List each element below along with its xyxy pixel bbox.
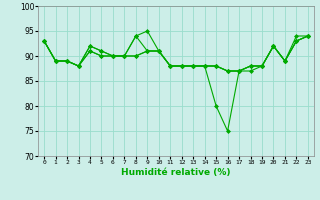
X-axis label: Humidité relative (%): Humidité relative (%) [121, 168, 231, 177]
